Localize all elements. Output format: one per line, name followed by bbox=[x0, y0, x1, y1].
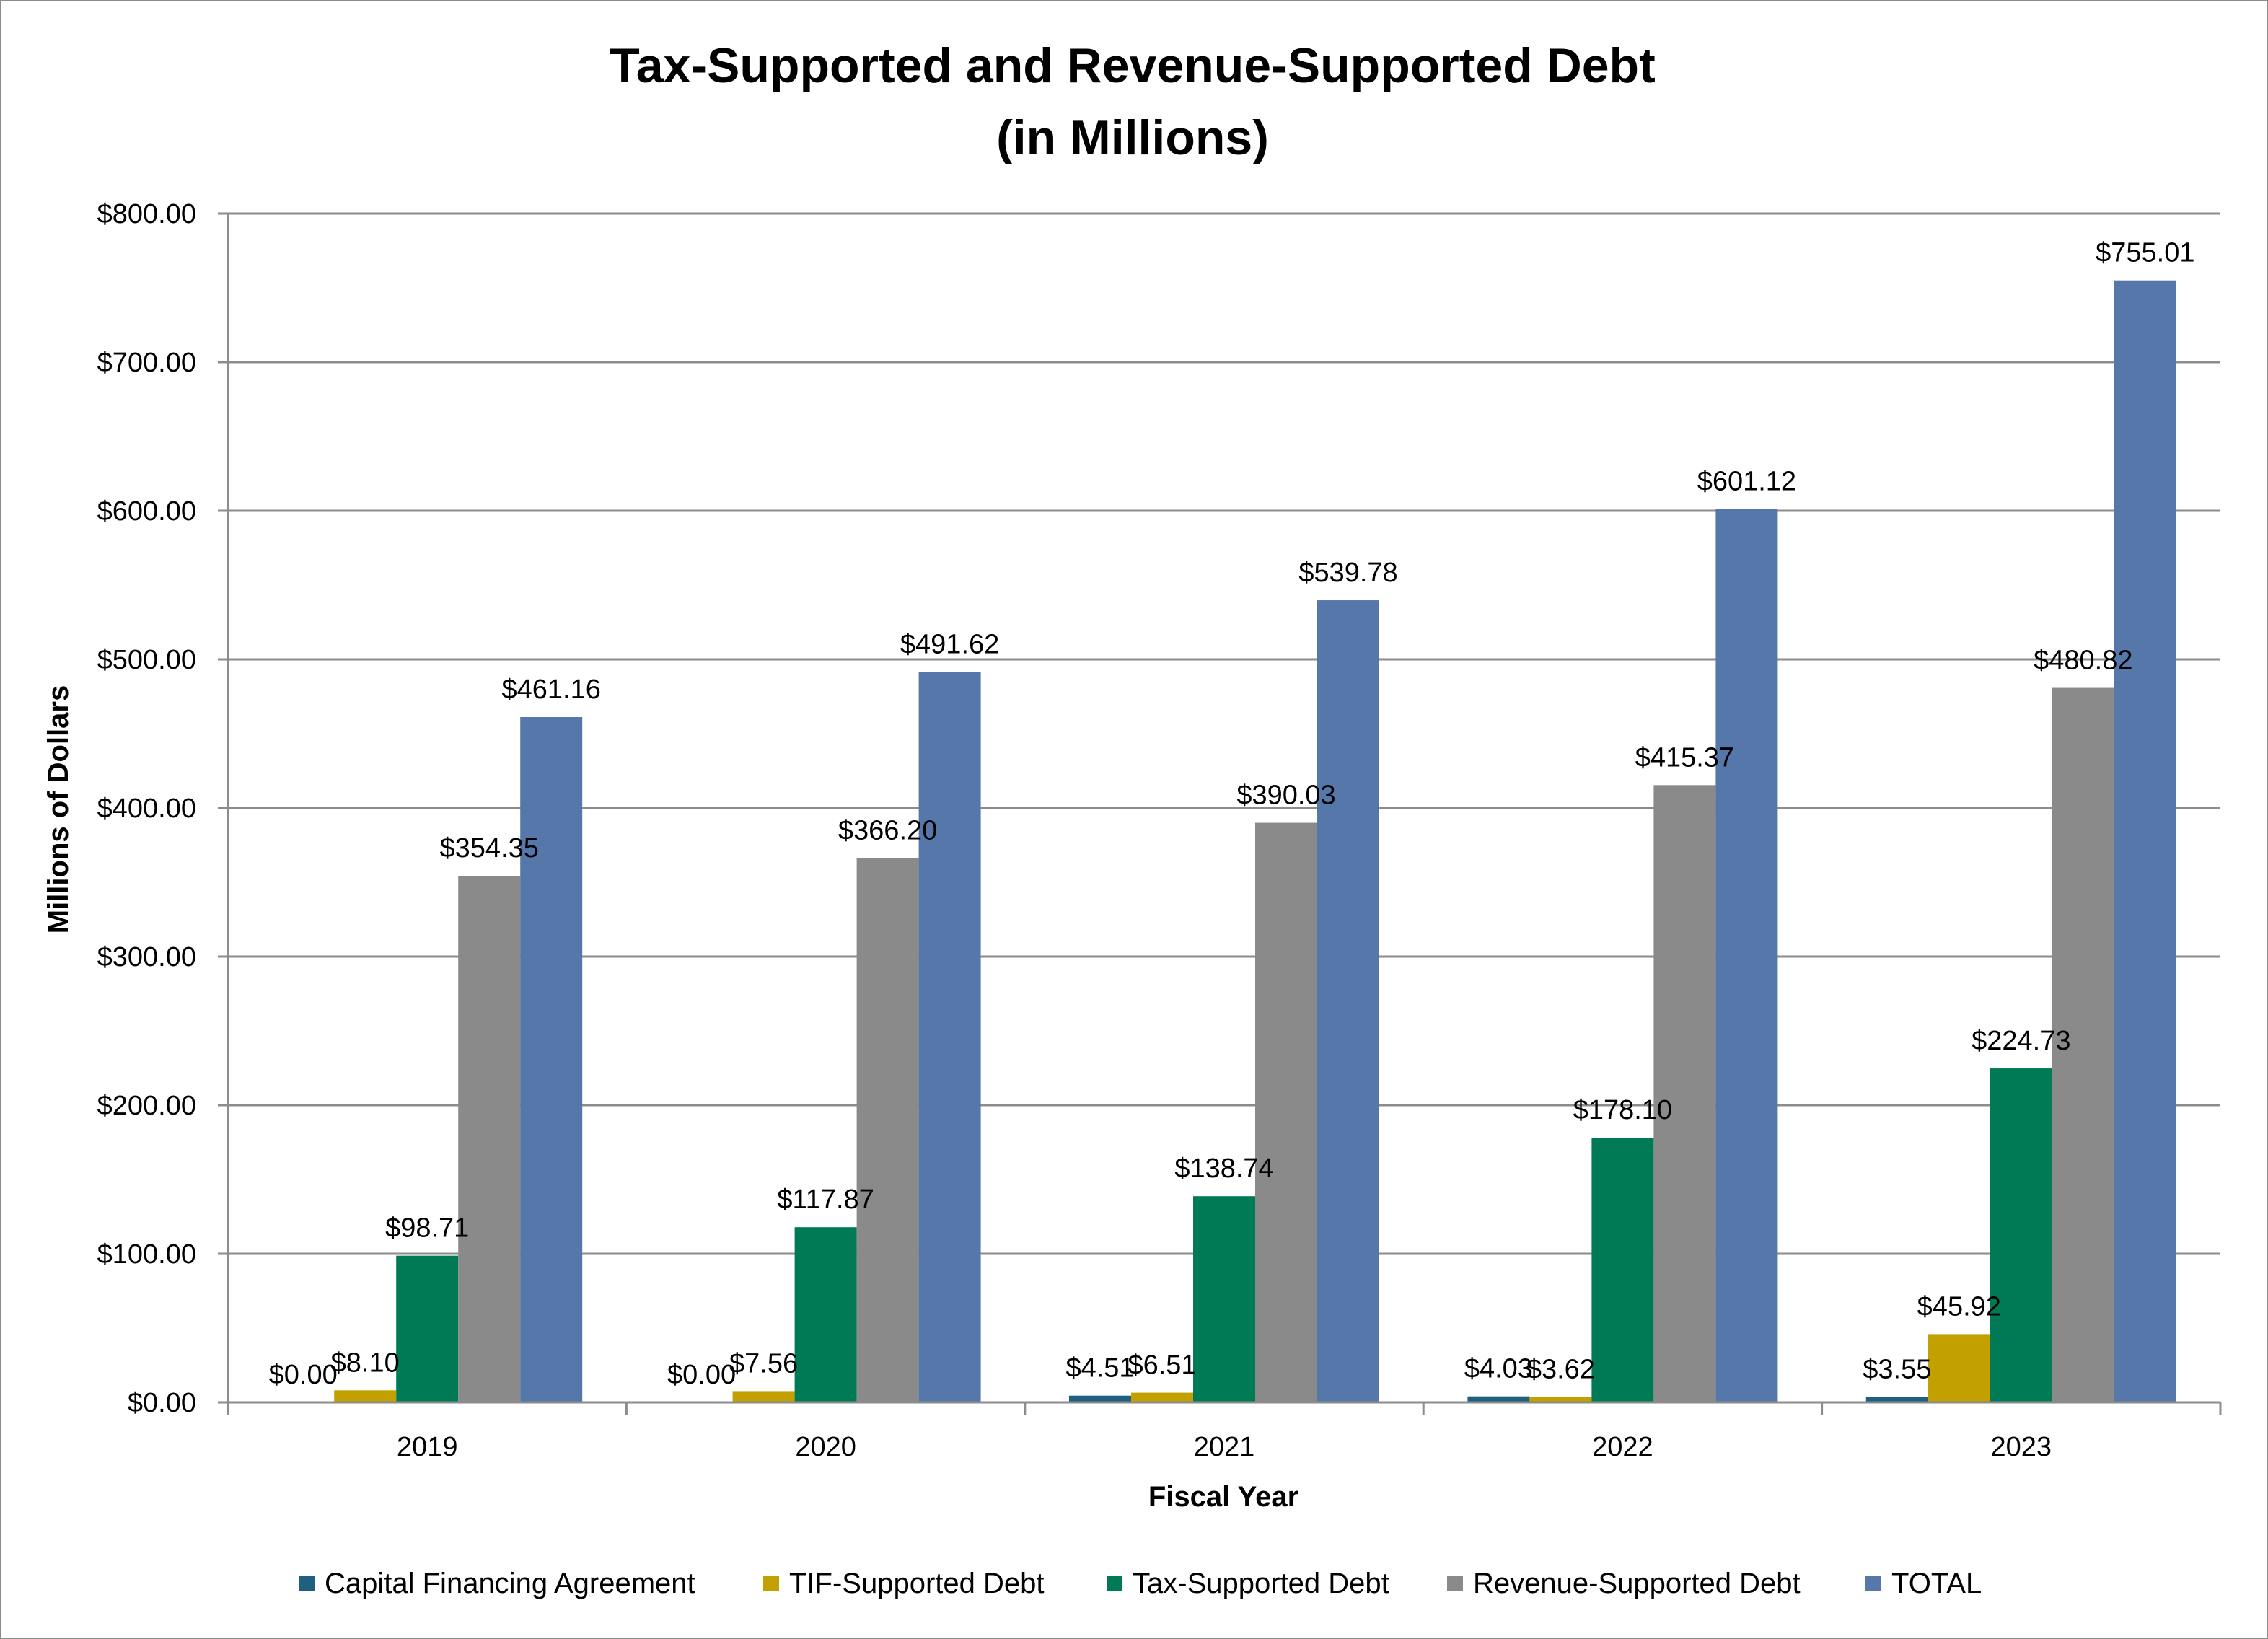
legend-label: TOTAL bbox=[1891, 1568, 1982, 1599]
data-label: $491.62 bbox=[900, 629, 999, 659]
bar-tif-supported-debt-2019 bbox=[334, 1390, 397, 1402]
bar-total-2022 bbox=[1715, 509, 1778, 1402]
data-label: $539.78 bbox=[1298, 558, 1397, 588]
y-tick-label: $200.00 bbox=[97, 1091, 196, 1121]
y-axis-ticks: $0.00 $100.00 $200.00 $300.00 $400.00 $500.00… bbox=[97, 199, 228, 1418]
legend-swatch bbox=[1107, 1576, 1122, 1591]
data-label: $98.71 bbox=[385, 1213, 469, 1244]
data-label: $7.56 bbox=[729, 1348, 798, 1379]
y-tick-label: $600.00 bbox=[97, 496, 196, 527]
data-label: $3.62 bbox=[1526, 1355, 1595, 1385]
legend-swatch bbox=[1447, 1576, 1463, 1591]
y-axis-title: Millions of Dollars bbox=[43, 685, 74, 933]
data-label: $0.00 bbox=[667, 1360, 736, 1390]
legend-label: Capital Financing Agreement bbox=[325, 1568, 695, 1599]
data-label: $117.87 bbox=[777, 1185, 874, 1215]
x-axis bbox=[227, 1401, 2222, 1415]
bar-total-2021 bbox=[1317, 600, 1379, 1402]
bar-tax-supported-debt-2021 bbox=[1193, 1196, 1255, 1402]
x-tick-label: 2022 bbox=[1592, 1432, 1653, 1462]
bar-revenue-supported-debt-2019 bbox=[458, 876, 521, 1402]
data-label: $755.01 bbox=[2096, 238, 2194, 268]
data-label: $354.35 bbox=[440, 833, 539, 864]
x-axis-title: Fiscal Year bbox=[1148, 1481, 1298, 1513]
legend-swatch bbox=[299, 1576, 315, 1591]
chart-title: Tax-Supported and Revenue-Supported Debt… bbox=[610, 38, 1655, 165]
data-label: $178.10 bbox=[1573, 1095, 1672, 1125]
bar-total-2020 bbox=[918, 672, 981, 1402]
bar-capital-financing-agreement-2021 bbox=[1069, 1395, 1131, 1402]
y-tick-label: $700.00 bbox=[97, 348, 196, 378]
bar-tax-supported-debt-2022 bbox=[1591, 1138, 1654, 1402]
x-axis-ticks: 2019 2020 2021 2022 2023 bbox=[397, 1432, 2052, 1462]
data-label: $4.51 bbox=[1065, 1353, 1134, 1384]
legend-label: TIF-Supported Debt bbox=[789, 1568, 1045, 1599]
y-tick-label: $500.00 bbox=[97, 645, 196, 675]
legend-swatch bbox=[1865, 1576, 1881, 1591]
data-labels: $0.00$8.10$98.71$354.35$461.16$0.00$7.56… bbox=[269, 238, 2195, 1390]
bar-revenue-supported-debt-2023 bbox=[2052, 687, 2114, 1402]
bar-total-2023 bbox=[2114, 280, 2176, 1402]
bar-revenue-supported-debt-2020 bbox=[856, 858, 919, 1402]
x-tick-label: 2020 bbox=[795, 1432, 856, 1462]
bar-tax-supported-debt-2019 bbox=[396, 1255, 459, 1402]
data-label: $6.51 bbox=[1128, 1350, 1196, 1381]
data-label: $480.82 bbox=[2034, 646, 2132, 676]
y-tick-label: $0.00 bbox=[128, 1388, 196, 1418]
bar-tif-supported-debt-2020 bbox=[732, 1391, 795, 1402]
bar-capital-financing-agreement-2022 bbox=[1467, 1396, 1530, 1402]
bar-tif-supported-debt-2022 bbox=[1529, 1397, 1592, 1402]
legend-swatch bbox=[763, 1576, 779, 1591]
data-label: $224.73 bbox=[1972, 1026, 2070, 1056]
legend-label: Revenue-Supported Debt bbox=[1473, 1568, 1801, 1599]
data-label: $390.03 bbox=[1236, 781, 1335, 811]
bar-tif-supported-debt-2021 bbox=[1131, 1392, 1193, 1402]
bar-tax-supported-debt-2023 bbox=[1990, 1068, 2052, 1402]
chart-title-line-2: (in Millions) bbox=[996, 110, 1269, 165]
chart-title-line-1: Tax-Supported and Revenue-Supported Debt bbox=[610, 38, 1655, 93]
bar-revenue-supported-debt-2022 bbox=[1653, 785, 1716, 1402]
x-tick-label: 2021 bbox=[1194, 1432, 1255, 1462]
data-label: $4.03 bbox=[1464, 1354, 1533, 1384]
data-label: $601.12 bbox=[1697, 467, 1796, 497]
bar-revenue-supported-debt-2021 bbox=[1255, 822, 1317, 1402]
data-label: $3.55 bbox=[1863, 1355, 1931, 1385]
bar-tif-supported-debt-2023 bbox=[1928, 1334, 1990, 1402]
y-tick-label: $400.00 bbox=[97, 794, 196, 824]
data-label: $45.92 bbox=[1917, 1291, 2001, 1322]
y-tick-label: $100.00 bbox=[97, 1239, 196, 1270]
data-label: $461.16 bbox=[502, 675, 601, 705]
data-label: $366.20 bbox=[838, 816, 937, 846]
y-tick-label: $300.00 bbox=[97, 942, 196, 972]
data-label: $8.10 bbox=[331, 1348, 400, 1378]
bars bbox=[334, 280, 2176, 1402]
legend: Capital Financing Agreement TIF-Supported… bbox=[299, 1568, 1982, 1599]
bar-tax-supported-debt-2020 bbox=[794, 1227, 857, 1402]
legend-label: Tax-Supported Debt bbox=[1133, 1568, 1389, 1599]
bar-total-2019 bbox=[520, 717, 583, 1402]
y-tick-label: $800.00 bbox=[97, 199, 196, 229]
data-label: $0.00 bbox=[269, 1360, 338, 1390]
bar-capital-financing-agreement-2023 bbox=[1865, 1397, 1928, 1402]
data-label: $415.37 bbox=[1635, 742, 1734, 773]
data-label: $138.74 bbox=[1174, 1154, 1273, 1184]
x-tick-label: 2019 bbox=[397, 1432, 458, 1462]
x-tick-label: 2023 bbox=[1991, 1432, 2052, 1462]
